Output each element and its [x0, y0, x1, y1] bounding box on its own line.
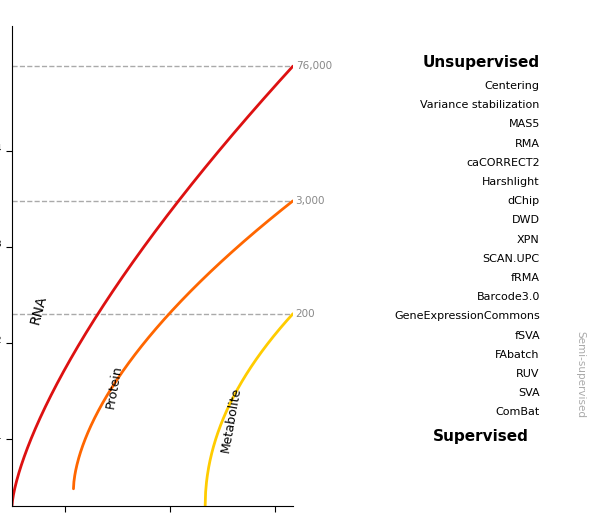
- Text: Centering: Centering: [485, 81, 540, 91]
- Text: SCAN.UPC: SCAN.UPC: [483, 254, 540, 264]
- Text: MAS5: MAS5: [508, 119, 540, 130]
- Text: XPN: XPN: [517, 235, 540, 245]
- Text: 76,000: 76,000: [296, 61, 332, 71]
- Text: caCORRECT2: caCORRECT2: [466, 158, 540, 168]
- Text: Semi-supervised: Semi-supervised: [575, 331, 585, 417]
- Text: FAbatch: FAbatch: [496, 350, 540, 360]
- Text: Supervised: Supervised: [433, 429, 529, 444]
- Text: Variance stabilization: Variance stabilization: [421, 100, 540, 110]
- Text: Unsupervised: Unsupervised: [422, 55, 539, 70]
- Text: DWD: DWD: [512, 215, 540, 225]
- Text: RUV: RUV: [517, 369, 540, 379]
- Text: Metabolite: Metabolite: [220, 386, 244, 454]
- Text: RNA: RNA: [28, 294, 49, 326]
- Text: fSVA: fSVA: [514, 331, 540, 341]
- Text: SVA: SVA: [518, 388, 540, 398]
- Text: dChip: dChip: [508, 196, 540, 206]
- Text: Harshlight: Harshlight: [482, 177, 540, 187]
- Text: fRMA: fRMA: [511, 273, 540, 283]
- Text: 3,000: 3,000: [296, 196, 325, 206]
- Text: RMA: RMA: [515, 139, 540, 149]
- Text: 200: 200: [296, 309, 315, 319]
- Text: ComBat: ComBat: [496, 407, 540, 417]
- Text: Barcode3.0: Barcode3.0: [476, 292, 540, 302]
- Text: Protein: Protein: [104, 364, 124, 410]
- Text: GeneExpressionCommons: GeneExpressionCommons: [394, 311, 540, 321]
